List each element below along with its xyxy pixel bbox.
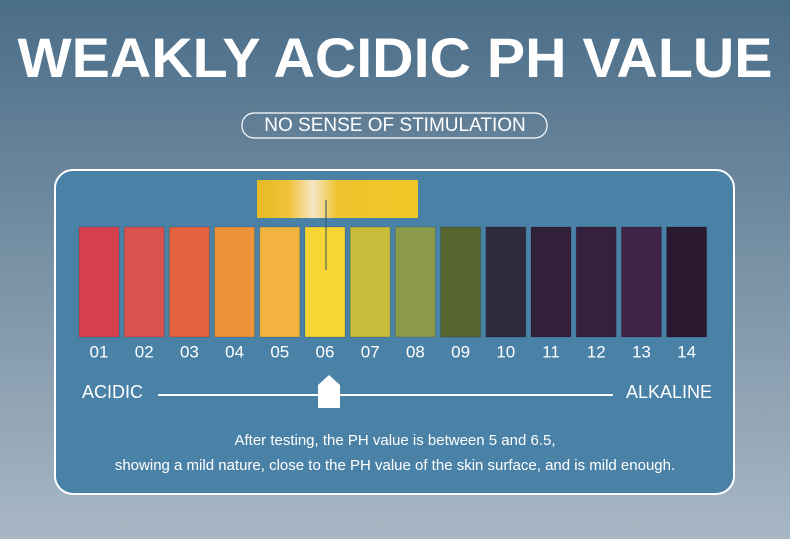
subtitle-badge [241, 112, 548, 139]
ph-swatch [666, 226, 708, 338]
ph-swatch [575, 226, 617, 338]
ph-label: 03 [180, 342, 199, 361]
description-line: After testing, the PH value is between 5… [234, 432, 555, 449]
ph-swatch [259, 226, 301, 338]
ph-swatch [394, 226, 436, 338]
ph-swatch [304, 226, 346, 338]
ph-label: 02 [135, 342, 154, 361]
ph-swatch [123, 226, 165, 338]
scale-marker [318, 375, 340, 408]
ph-label: 12 [587, 342, 606, 361]
ph-swatch [78, 226, 120, 338]
ph-label: 06 [316, 342, 335, 361]
ph-label: 09 [451, 342, 470, 361]
subtitle: NO SENSE OF STIMULATION [264, 115, 525, 136]
ph-swatch [485, 226, 527, 338]
description-line: showing a mild nature, close to the PH v… [115, 457, 675, 474]
test-strip [257, 180, 418, 218]
left-label: ACIDIC [82, 382, 143, 402]
ph-swatch [620, 226, 662, 338]
ph-swatch [530, 226, 572, 338]
ph-label: 08 [406, 342, 425, 361]
ph-label: 04 [225, 342, 244, 361]
swatch-group: 01 02 03 04 05 06 07 08 09 10 11 12 13 14 [78, 226, 708, 361]
ph-swatch [214, 226, 256, 338]
ph-label: 05 [270, 342, 289, 361]
ph-label: 14 [677, 342, 696, 361]
ph-label: 07 [361, 342, 380, 361]
ph-swatch [349, 226, 391, 338]
ph-label: 10 [496, 342, 515, 361]
ph-label: 01 [90, 342, 109, 361]
ph-swatch [440, 226, 482, 338]
ph-label: 13 [632, 342, 651, 361]
ph-swatch [168, 226, 210, 338]
ph-label: 11 [542, 342, 560, 361]
right-label: ALKALINE [626, 382, 712, 402]
title: WEAKLY ACIDIC PH VALUE [18, 26, 773, 89]
